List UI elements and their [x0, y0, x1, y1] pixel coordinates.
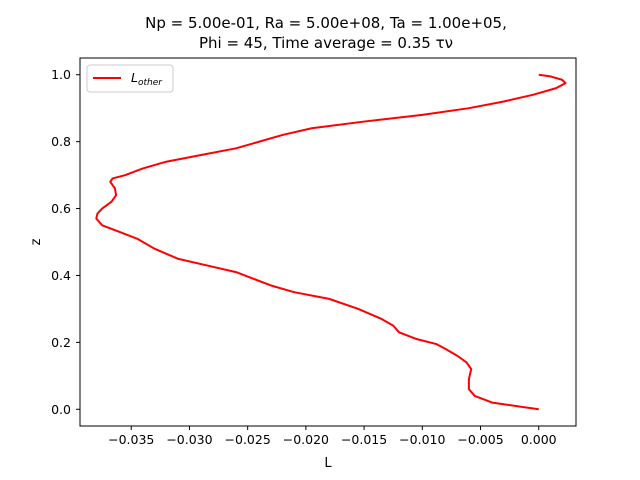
y-axis-ticks: 0.0 0.2 0.4 0.6 0.8 1.0 — [51, 67, 80, 417]
legend-label-main: L — [131, 70, 138, 85]
y-axis-label: z — [29, 238, 44, 245]
y-tick-label: 1.0 — [51, 67, 71, 82]
series-line-l-other — [95, 73, 567, 411]
y-tick-label: 0.0 — [51, 402, 71, 417]
y-tick-label: 0.6 — [51, 201, 71, 216]
x-tick-label: −0.015 — [341, 432, 387, 447]
plot-area — [80, 58, 576, 426]
x-tick-label: −0.020 — [283, 432, 329, 447]
x-tick-label: −0.035 — [108, 432, 154, 447]
legend: Lother — [86, 64, 174, 93]
y-tick-label: 0.4 — [51, 268, 71, 283]
legend-label-subscript: other — [138, 78, 163, 88]
y-tick-label: 0.8 — [51, 134, 71, 149]
legend-box — [86, 64, 174, 93]
x-tick-label: −0.005 — [457, 432, 503, 447]
x-axis-label: L — [324, 456, 332, 471]
x-tick-label: −0.030 — [166, 432, 212, 447]
x-tick-label: 0.000 — [521, 432, 557, 447]
chart-title-line-1: Np = 5.00e-01, Ra = 5.00e+08, Ta = 1.00e… — [145, 14, 507, 32]
x-tick-label: −0.025 — [225, 432, 271, 447]
x-tick-label: −0.010 — [399, 432, 445, 447]
y-tick-label: 0.2 — [51, 335, 71, 350]
chart-title-line-2: Phi = 45, Time average = 0.35 τν — [199, 34, 453, 52]
legend-label: Lother — [131, 70, 163, 88]
x-axis-ticks: −0.035 −0.030 −0.025 −0.020 −0.015 −0.010 −0.0… — [108, 426, 557, 447]
plot-frame — [79, 57, 577, 427]
